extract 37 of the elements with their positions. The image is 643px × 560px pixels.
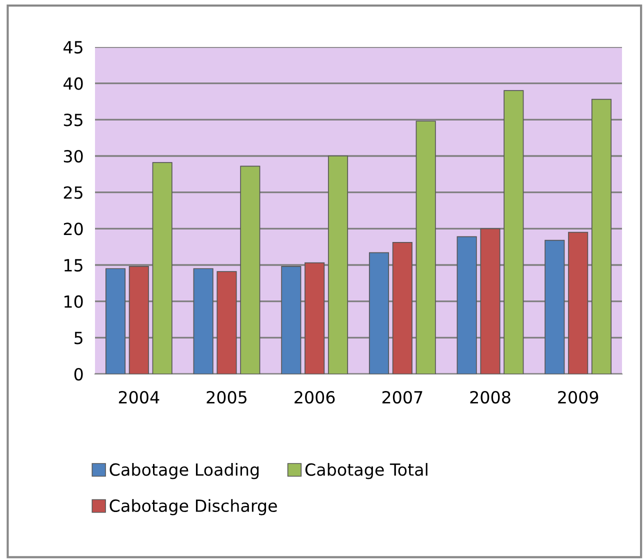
bar <box>216 271 237 374</box>
x-tick-label: 2008 <box>470 390 510 404</box>
y-tick-label: 5 <box>74 332 82 344</box>
y-tick-label: 15 <box>64 259 82 272</box>
bar <box>544 240 565 374</box>
x-tick-label: 2004 <box>118 390 160 404</box>
bar <box>568 232 588 374</box>
bar <box>392 242 412 374</box>
bar <box>368 252 390 374</box>
x-tick-label: 2007 <box>382 390 422 404</box>
bar <box>128 266 149 374</box>
x-tick-label: 2006 <box>294 390 335 404</box>
y-tick-label: 30 <box>64 150 83 163</box>
legend-label: Cabotage Total <box>305 463 428 480</box>
bar <box>504 90 524 374</box>
bar <box>591 98 612 374</box>
y-tick-label: 40 <box>63 77 83 90</box>
bar <box>193 268 214 374</box>
y-tick-label: 0 <box>74 368 83 381</box>
y-tick-label: 25 <box>64 186 82 199</box>
bar <box>304 262 325 374</box>
bar <box>328 156 348 374</box>
legend-label: Cabotage Loading <box>110 463 259 480</box>
y-tick-label: 20 <box>64 222 83 236</box>
legend-label: Cabotage Discharge <box>110 499 277 516</box>
bar <box>416 120 436 374</box>
bar <box>456 236 477 374</box>
x-tick-label: 2009 <box>558 390 598 404</box>
x-tick-label: 2005 <box>206 390 246 404</box>
bar <box>281 266 302 374</box>
bar <box>152 162 172 374</box>
bar <box>105 268 126 374</box>
y-tick-label: 35 <box>64 114 82 126</box>
y-tick-label: 45 <box>63 41 82 54</box>
bar <box>480 228 500 374</box>
bar <box>240 166 260 374</box>
y-tick-label: 10 <box>64 295 83 308</box>
